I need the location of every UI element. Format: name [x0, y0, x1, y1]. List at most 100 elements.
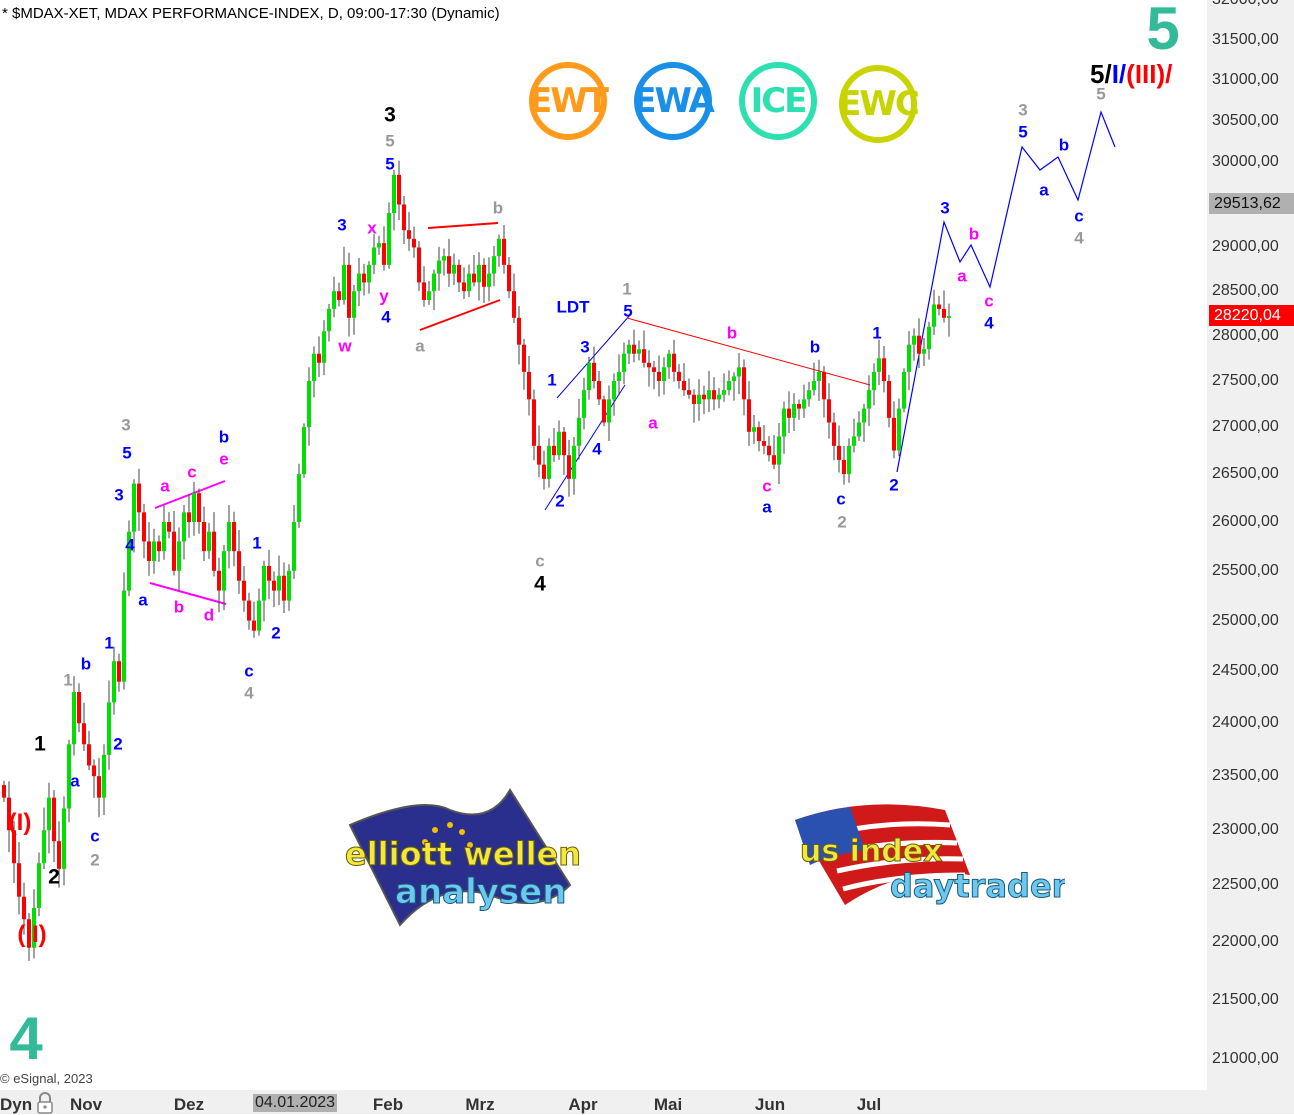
- candle-body: [727, 380, 731, 391]
- wave-degree-III: (III): [1126, 59, 1166, 89]
- y-tick-label: 22000,00: [1212, 932, 1279, 950]
- candle-body: [697, 394, 701, 404]
- y-tick-label: 27500,00: [1212, 371, 1279, 389]
- candle-body: [662, 367, 666, 381]
- candle-body: [542, 464, 546, 479]
- candle-body: [477, 264, 481, 283]
- candle-body: [132, 483, 136, 532]
- logo-line2: analysen: [395, 872, 566, 912]
- candle-body: [677, 371, 681, 381]
- wave-label: 1: [104, 633, 114, 653]
- candle-body: [367, 264, 371, 283]
- time-axis[interactable]: [0, 1090, 1294, 1114]
- candle-body: [892, 417, 896, 451]
- candle-body: [507, 264, 511, 292]
- candle-body: [277, 575, 281, 591]
- wave-label: b: [218, 427, 230, 447]
- candle-body: [157, 541, 161, 552]
- wave-label: 1: [872, 323, 882, 343]
- wave-label: 4: [534, 572, 546, 596]
- wave-degree-slash: /: [1118, 59, 1127, 89]
- wave-label: b: [80, 654, 92, 674]
- y-tick-label: 26000,00: [1212, 513, 1279, 530]
- wave-label: 4: [592, 439, 602, 459]
- x-tick-label: Mai: [653, 1095, 683, 1114]
- candle-body: [857, 422, 861, 437]
- candle-body: [347, 264, 351, 318]
- wave-label: b: [492, 198, 504, 218]
- wave-label: a: [1039, 180, 1049, 200]
- candle-body: [422, 282, 426, 301]
- candle-body: [397, 174, 401, 205]
- price-axis[interactable]: [1207, 0, 1294, 1090]
- trendline: [544, 384, 626, 511]
- wave-label: 5: [385, 131, 395, 151]
- wave-label: x: [367, 218, 377, 238]
- candle-body: [12, 830, 16, 864]
- candle-body: [302, 427, 306, 475]
- candle-body: [467, 273, 471, 292]
- crosshair-date: 04.01.2023: [253, 1094, 338, 1112]
- wave-label: y: [379, 286, 389, 306]
- logo-line3: us index: [800, 834, 942, 869]
- candles: [2, 160, 951, 961]
- wave-label: 5: [1096, 84, 1106, 104]
- wave-label: 1: [63, 670, 73, 690]
- candle-body: [807, 390, 811, 400]
- candle-body: [772, 455, 776, 465]
- candle-body: [32, 907, 36, 948]
- candle-body: [67, 744, 71, 809]
- candle-body: [502, 238, 506, 265]
- candle-body: [902, 371, 906, 409]
- candle-body: [382, 243, 386, 265]
- wave-label: 3: [384, 103, 396, 127]
- wave-label: 2: [555, 491, 565, 511]
- badge-ewa: EWA: [633, 62, 715, 140]
- candle-body: [757, 427, 761, 442]
- candle-body: [897, 408, 901, 451]
- wave-label: 3: [121, 415, 131, 435]
- candle-body: [332, 291, 336, 309]
- wave-degree-slash2: /: [1165, 59, 1173, 89]
- candle-body: [487, 273, 491, 287]
- chart-title: * $MDAX-XET, MDAX PERFORMANCE-INDEX, D, …: [2, 5, 500, 22]
- wave-label: a: [957, 266, 967, 286]
- y-tick-label: 21000,00: [1212, 1049, 1279, 1067]
- candle-body: [817, 371, 821, 381]
- candle-body: [7, 797, 11, 831]
- mode-label: Dyn: [0, 1095, 33, 1114]
- wave-label: c: [90, 826, 100, 846]
- wave-label: 4: [125, 535, 135, 555]
- candle-body: [322, 331, 326, 363]
- wave-label: 3: [337, 215, 347, 235]
- candle-body: [17, 863, 21, 897]
- candle-body: [822, 371, 826, 400]
- wave-label: a: [70, 771, 80, 791]
- wave-label: e: [219, 449, 229, 469]
- candle-body: [77, 692, 81, 724]
- elliott-wellen-logo: elliott wellen analysen: [345, 788, 582, 927]
- candle-body: [787, 408, 791, 418]
- candle-body: [452, 264, 456, 274]
- candle-body: [532, 399, 536, 446]
- candle-body: [692, 394, 696, 404]
- wave-label: d: [203, 605, 215, 625]
- y-tick-label: 21500,00: [1212, 990, 1279, 1008]
- candle-body: [712, 390, 716, 400]
- lock-icon[interactable]: [35, 1092, 55, 1114]
- candle-body: [767, 445, 771, 456]
- trendline: [427, 222, 499, 229]
- wave-label: a: [160, 476, 170, 496]
- candle-body: [702, 394, 706, 400]
- candle-body: [112, 661, 116, 703]
- candle-body: [607, 399, 611, 423]
- candle-body: [142, 512, 146, 542]
- wave-label: 1: [34, 732, 46, 756]
- wave-label: (I): [8, 809, 32, 836]
- candle-body: [492, 256, 496, 274]
- candle-body: [242, 580, 246, 601]
- y-tick-label: 25000,00: [1212, 611, 1279, 629]
- candle-body: [352, 291, 356, 318]
- candle-body: [22, 896, 26, 920]
